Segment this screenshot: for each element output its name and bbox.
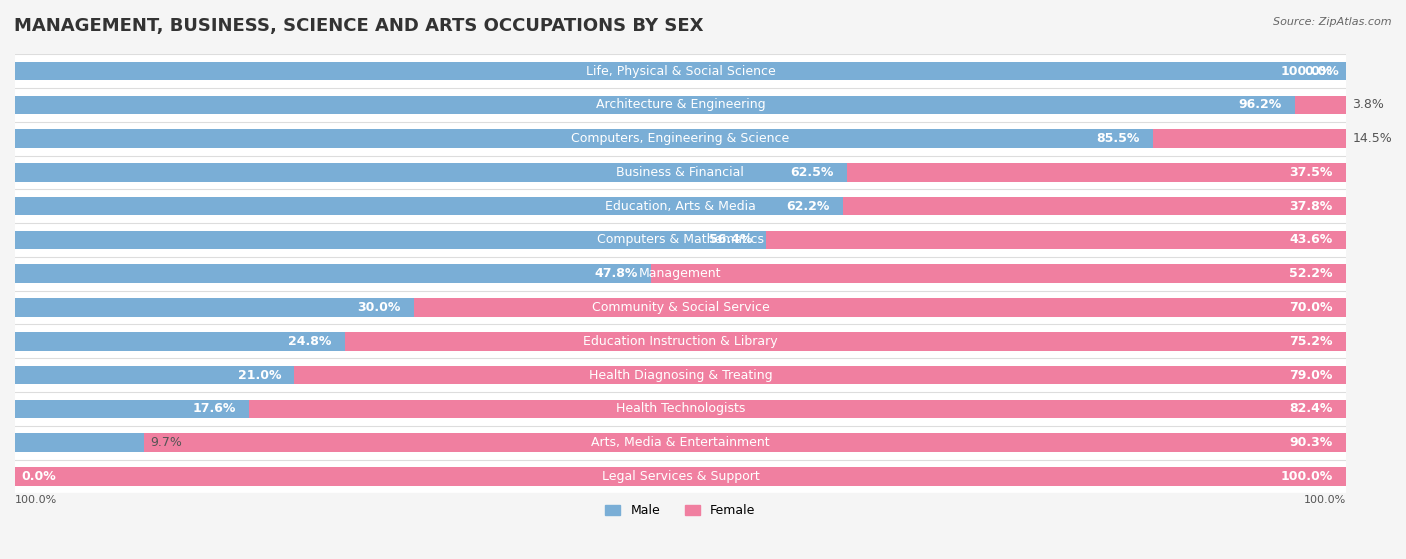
Text: 52.2%: 52.2% xyxy=(1289,267,1333,280)
Text: 100.0%: 100.0% xyxy=(1303,495,1346,505)
Bar xyxy=(15,366,294,385)
Bar xyxy=(15,197,842,216)
Text: 30.0%: 30.0% xyxy=(357,301,401,314)
Text: 100.0%: 100.0% xyxy=(1281,470,1333,483)
Bar xyxy=(15,88,1346,122)
Text: Computers & Mathematics: Computers & Mathematics xyxy=(598,234,763,247)
Bar xyxy=(15,122,1346,155)
Bar xyxy=(15,324,1346,358)
Bar xyxy=(15,433,143,452)
Text: 24.8%: 24.8% xyxy=(288,335,332,348)
Bar xyxy=(15,291,1346,324)
Bar xyxy=(15,264,651,283)
Bar xyxy=(842,197,1346,216)
Text: 62.2%: 62.2% xyxy=(786,200,830,213)
Text: Source: ZipAtlas.com: Source: ZipAtlas.com xyxy=(1274,17,1392,27)
Text: 37.5%: 37.5% xyxy=(1289,166,1333,179)
Text: Community & Social Service: Community & Social Service xyxy=(592,301,769,314)
Bar xyxy=(15,400,249,418)
Bar xyxy=(1153,129,1346,148)
Bar xyxy=(15,163,846,182)
Bar xyxy=(15,61,1346,80)
Legend: Male, Female: Male, Female xyxy=(600,499,761,522)
Text: 82.4%: 82.4% xyxy=(1289,402,1333,415)
Text: Architecture & Engineering: Architecture & Engineering xyxy=(596,98,765,111)
Text: 100.0%: 100.0% xyxy=(1281,64,1333,78)
Bar xyxy=(15,96,1295,114)
Text: Legal Services & Support: Legal Services & Support xyxy=(602,470,759,483)
Bar xyxy=(415,299,1346,317)
Bar xyxy=(15,392,1346,426)
Bar xyxy=(15,155,1346,190)
Bar xyxy=(15,54,1346,88)
Text: 21.0%: 21.0% xyxy=(238,369,281,382)
Text: 62.5%: 62.5% xyxy=(790,166,834,179)
Bar xyxy=(344,332,1346,350)
Bar xyxy=(249,400,1346,418)
Bar xyxy=(15,426,1346,459)
Text: 56.4%: 56.4% xyxy=(709,234,752,247)
Bar xyxy=(15,231,766,249)
Text: Arts, Media & Entertainment: Arts, Media & Entertainment xyxy=(591,436,769,449)
Text: Business & Financial: Business & Financial xyxy=(616,166,744,179)
Text: 47.8%: 47.8% xyxy=(595,267,638,280)
Text: 90.3%: 90.3% xyxy=(1289,436,1333,449)
Bar xyxy=(846,163,1346,182)
Text: 85.5%: 85.5% xyxy=(1097,132,1139,145)
Text: 37.8%: 37.8% xyxy=(1289,200,1333,213)
Bar xyxy=(15,223,1346,257)
Bar xyxy=(15,459,1346,494)
Text: 14.5%: 14.5% xyxy=(1353,132,1392,145)
Text: 75.2%: 75.2% xyxy=(1289,335,1333,348)
Text: 79.0%: 79.0% xyxy=(1289,369,1333,382)
Bar xyxy=(15,358,1346,392)
Text: 3.8%: 3.8% xyxy=(1353,98,1385,111)
Text: 0.0%: 0.0% xyxy=(1305,64,1339,78)
Bar xyxy=(766,231,1346,249)
Text: Computers, Engineering & Science: Computers, Engineering & Science xyxy=(571,132,790,145)
Text: Education, Arts & Media: Education, Arts & Media xyxy=(605,200,756,213)
Bar xyxy=(15,190,1346,223)
Text: 43.6%: 43.6% xyxy=(1289,234,1333,247)
Text: Management: Management xyxy=(640,267,721,280)
Bar xyxy=(15,299,415,317)
Text: Health Technologists: Health Technologists xyxy=(616,402,745,415)
Bar xyxy=(294,366,1346,385)
Bar xyxy=(15,467,1346,486)
Text: MANAGEMENT, BUSINESS, SCIENCE AND ARTS OCCUPATIONS BY SEX: MANAGEMENT, BUSINESS, SCIENCE AND ARTS O… xyxy=(14,17,703,35)
Text: 0.0%: 0.0% xyxy=(21,470,56,483)
Text: Education Instruction & Library: Education Instruction & Library xyxy=(583,335,778,348)
Text: 96.2%: 96.2% xyxy=(1239,98,1282,111)
Bar xyxy=(651,264,1346,283)
Text: 70.0%: 70.0% xyxy=(1289,301,1333,314)
Bar xyxy=(1295,96,1346,114)
Bar xyxy=(15,332,344,350)
Text: Life, Physical & Social Science: Life, Physical & Social Science xyxy=(585,64,775,78)
Text: Health Diagnosing & Treating: Health Diagnosing & Treating xyxy=(589,369,772,382)
Bar xyxy=(15,129,1153,148)
Text: 9.7%: 9.7% xyxy=(150,436,183,449)
Bar xyxy=(15,257,1346,291)
Bar xyxy=(143,433,1346,452)
Text: 100.0%: 100.0% xyxy=(15,495,58,505)
Text: 17.6%: 17.6% xyxy=(193,402,236,415)
